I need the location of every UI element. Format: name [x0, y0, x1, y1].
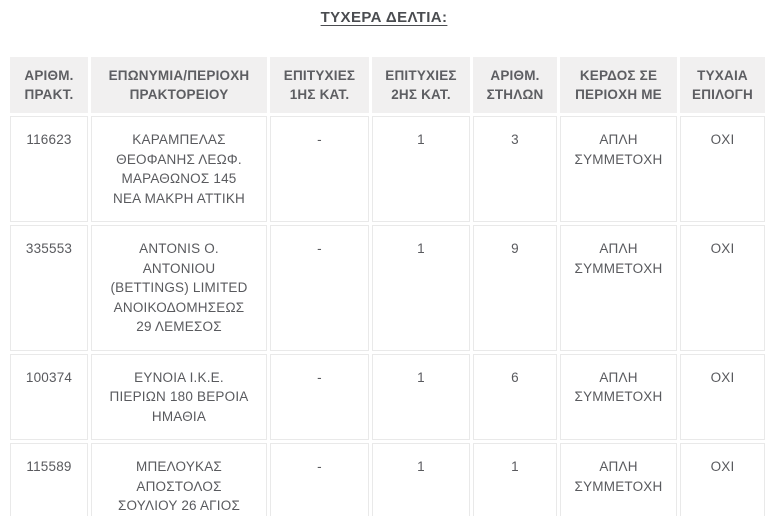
table-row: 100374 ΕΥΝΟΙΑ Ι.Κ.Ε. ΠΙΕΡΙΩΝ 180 ΒΕΡΟΙΑ …: [10, 353, 765, 440]
cell-profit-area: ΑΠΛΗ ΣΥΜΜΕΤΟΧΗ: [560, 225, 677, 351]
table-row: 335553 ANTONIS O. ANTONIOU (BETTINGS) LI…: [10, 225, 765, 351]
cell-profit-area: ΑΠΛΗ ΣΥΜΜΕΤΟΧΗ: [560, 353, 677, 440]
cell-agency-name: ΕΥΝΟΙΑ Ι.Κ.Ε. ΠΙΕΡΙΩΝ 180 ΒΕΡΟΙΑ ΗΜΑΘΙΑ: [91, 353, 267, 440]
cell-wins-cat2: 1: [372, 116, 470, 222]
cell-columns-count: 1: [473, 443, 557, 516]
cell-profit-area: ΑΠΛΗ ΣΥΜΜΕΤΟΧΗ: [560, 116, 677, 222]
column-header-profit-area: ΚΕΡΔΟΣ ΣΕ ΠΕΡΙΟΧΗ ΜΕ: [560, 57, 677, 113]
cell-wins-cat1: -: [270, 225, 369, 351]
table-body: 116623 ΚΑΡΑΜΠΕΛΑΣ ΘΕΟΦΑΝΗΣ ΛΕΩΦ. ΜΑΡΑΘΩΝ…: [10, 116, 765, 516]
cell-columns-count: 6: [473, 353, 557, 440]
column-header-random-pick: ΤΥΧΑΙΑ ΕΠΙΛΟΓΗ: [680, 57, 765, 113]
cell-agency-name: ΚΑΡΑΜΠΕΛΑΣ ΘΕΟΦΑΝΗΣ ΛΕΩΦ. ΜΑΡΑΘΩΝΟΣ 145 …: [91, 116, 267, 222]
column-header-wins-cat2: ΕΠΙΤΥΧΙΕΣ 2ΗΣ ΚΑΤ.: [372, 57, 470, 113]
column-header-columns-count: ΑΡΙΘΜ. ΣΤΗΛΩΝ: [473, 57, 557, 113]
table-header-row: ΑΡΙΘΜ. ΠΡΑΚΤ. ΕΠΩΝΥΜΙΑ/ΠΕΡΙΟΧΗ ΠΡΑΚΤΟΡΕΙ…: [10, 57, 765, 113]
cell-agency-number: 100374: [10, 353, 88, 440]
cell-columns-count: 3: [473, 116, 557, 222]
page-title: ΤΥΧΕΡΑ ΔΕΛΤΙΑ:: [320, 9, 448, 26]
table-header: ΑΡΙΘΜ. ΠΡΑΚΤ. ΕΠΩΝΥΜΙΑ/ΠΕΡΙΟΧΗ ΠΡΑΚΤΟΡΕΙ…: [10, 57, 765, 113]
cell-wins-cat2: 1: [372, 443, 470, 516]
cell-agency-number: 115589: [10, 443, 88, 516]
table-row: 115589 ΜΠΕΛΟΥΚΑΣ ΑΠΟΣΤΟΛΟΣ ΣΟΥΛΙΟΥ 26 ΑΓ…: [10, 443, 765, 516]
table-row: 116623 ΚΑΡΑΜΠΕΛΑΣ ΘΕΟΦΑΝΗΣ ΛΕΩΦ. ΜΑΡΑΘΩΝ…: [10, 116, 765, 222]
cell-wins-cat1: -: [270, 353, 369, 440]
cell-wins-cat2: 1: [372, 225, 470, 351]
column-header-agency-number: ΑΡΙΘΜ. ΠΡΑΚΤ.: [10, 57, 88, 113]
cell-columns-count: 9: [473, 225, 557, 351]
cell-random-pick: ΟΧΙ: [680, 225, 765, 351]
cell-agency-name: ANTONIS O. ANTONIOU (BETTINGS) LIMITED Α…: [91, 225, 267, 351]
cell-agency-number: 335553: [10, 225, 88, 351]
cell-random-pick: ΟΧΙ: [680, 116, 765, 222]
cell-agency-number: 116623: [10, 116, 88, 222]
cell-wins-cat1: -: [270, 116, 369, 222]
column-header-wins-cat1: ΕΠΙΤΥΧΙΕΣ 1ΗΣ ΚΑΤ.: [270, 57, 369, 113]
cell-agency-name: ΜΠΕΛΟΥΚΑΣ ΑΠΟΣΤΟΛΟΣ ΣΟΥΛΙΟΥ 26 ΑΓΙΟΣ ΔΗΜ…: [91, 443, 267, 516]
lucky-tickets-table: ΑΡΙΘΜ. ΠΡΑΚΤ. ΕΠΩΝΥΜΙΑ/ΠΕΡΙΟΧΗ ΠΡΑΚΤΟΡΕΙ…: [7, 54, 768, 516]
cell-profit-area: ΑΠΛΗ ΣΥΜΜΕΤΟΧΗ: [560, 443, 677, 516]
cell-random-pick: ΟΧΙ: [680, 353, 765, 440]
cell-wins-cat2: 1: [372, 353, 470, 440]
column-header-agency-name: ΕΠΩΝΥΜΙΑ/ΠΕΡΙΟΧΗ ΠΡΑΚΤΟΡΕΙΟΥ: [91, 57, 267, 113]
cell-random-pick: ΟΧΙ: [680, 443, 765, 516]
cell-wins-cat1: -: [270, 443, 369, 516]
